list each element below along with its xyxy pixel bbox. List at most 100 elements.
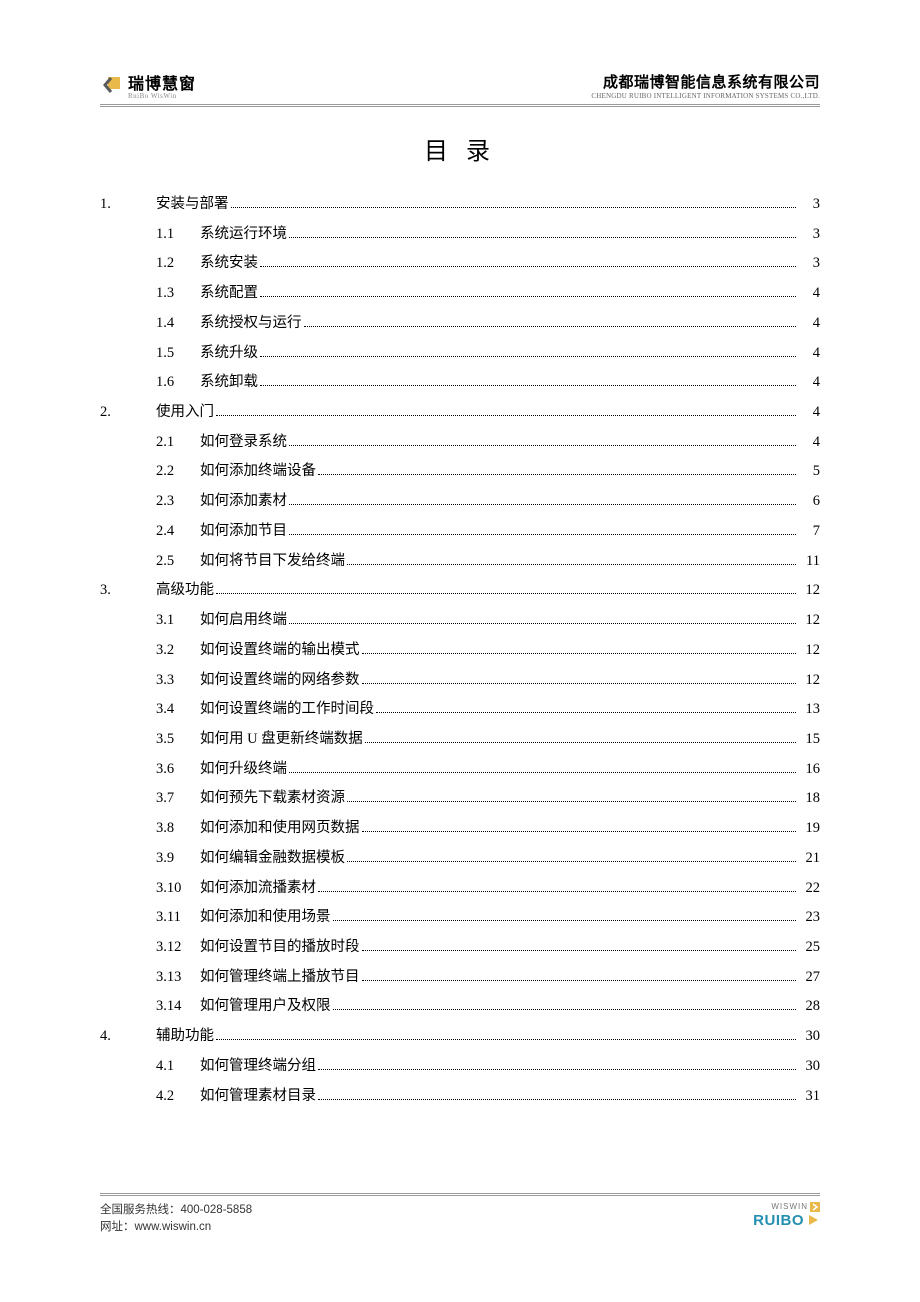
toc-entry[interactable]: 3.11如何添加和使用场景23 [100,903,820,933]
toc-num: 1.1 [156,220,200,250]
toc-entry[interactable]: 1.3系统配置4 [100,279,820,309]
toc-page: 12 [798,576,820,606]
toc-entry[interactable]: 3.8如何添加和使用网页数据19 [100,814,820,844]
footer-logo-top: WISWIN [771,1202,808,1211]
toc-label: 高级功能 [156,576,214,606]
toc-leader [231,195,797,208]
toc-entry[interactable]: 3.10如何添加流播素材22 [100,874,820,904]
toc-num: 2. [100,398,134,428]
toc-num: 4.2 [156,1082,200,1112]
toc-entry[interactable]: 2.3如何添加素材6 [100,487,820,517]
toc-label: 如何升级终端 [200,755,287,785]
toc-entry[interactable]: 1.5系统升级4 [100,339,820,369]
toc-num: 2.5 [156,547,200,577]
toc-label: 如何管理终端上播放节目 [200,963,360,993]
toc-leader [289,611,796,624]
toc-page: 11 [798,547,820,577]
page-title: 目 录 [100,131,820,166]
footer-logo-main: RUIBO [753,1212,820,1229]
toc-entry[interactable]: 4.1如何管理终端分组30 [100,1052,820,1082]
toc-entry[interactable]: 3.1如何启用终端12 [100,606,820,636]
toc-entry[interactable]: 3.7如何预先下载素材资源18 [100,784,820,814]
toc-num: 3.8 [156,814,200,844]
toc-page: 12 [798,606,820,636]
toc-leader [362,819,797,832]
toc-num: 1.6 [156,368,200,398]
toc-num: 3.13 [156,963,200,993]
toc-label: 使用入门 [156,398,214,428]
toc-label: 如何管理素材目录 [200,1082,316,1112]
toc-entry[interactable]: 3.2如何设置终端的输出模式12 [100,636,820,666]
toc-num: 2.4 [156,517,200,547]
toc-label: 系统升级 [200,339,258,369]
footer-contact: 全国服务热线：400-028-5858 网址：www.wiswin.cn [100,1202,252,1237]
toc-leader [304,314,797,327]
header-logo-text: 瑞博慧窗 RuiBo WisWin [128,70,196,100]
toc-num: 3.1 [156,606,200,636]
toc-leader [362,968,797,981]
toc-label: 如何设置终端的网络参数 [200,666,360,696]
toc-page: 23 [798,903,820,933]
toc-entry[interactable]: 1.安装与部署3 [100,190,820,220]
toc-leader [289,492,796,505]
toc-leader [347,552,796,565]
toc-entry[interactable]: 1.2系统安装3 [100,249,820,279]
toc-page: 16 [798,755,820,785]
toc-num: 3. [100,576,134,606]
toc-entry[interactable]: 1.4系统授权与运行4 [100,309,820,339]
toc-label: 如何添加流播素材 [200,874,316,904]
toc-entry[interactable]: 2. 使用入门 4 [100,398,820,428]
toc-entry[interactable]: 2.2如何添加终端设备5 [100,457,820,487]
toc-leader [333,997,797,1010]
page-footer: 全国服务热线：400-028-5858 网址：www.wiswin.cn WIS… [100,1193,820,1237]
toc-num: 4. [100,1022,134,1052]
toc-page: 30 [798,1022,820,1052]
toc-num: 1.3 [156,279,200,309]
toc-leader [216,581,796,594]
toc-entry[interactable]: 2.4如何添加节目7 [100,517,820,547]
page-header: 瑞博慧窗 RuiBo WisWin 成都瑞博智能信息系统有限公司 CHENGDU… [100,70,820,107]
toc-page: 22 [798,874,820,904]
toc-page: 3 [798,220,820,250]
url-value: www.wiswin.cn [135,1221,212,1233]
toc-num: 1.2 [156,249,200,279]
toc-leader [318,1087,796,1100]
toc-entry[interactable]: 3.6如何升级终端 16 [100,755,820,785]
toc-num: 3.6 [156,755,200,785]
toc-label: 如何添加素材 [200,487,287,517]
toc-page: 4 [798,368,820,398]
toc-entry[interactable]: 1.1系统运行环境3 [100,220,820,250]
toc-leader [260,254,796,267]
toc-label: 如何添加和使用网页数据 [200,814,360,844]
toc-entry[interactable]: 3. 高级功能 12 [100,576,820,606]
toc-entry[interactable]: 2.5如何将节目下发给终端11 [100,547,820,577]
toc-page: 18 [798,784,820,814]
toc-label: 如何预先下载素材资源 [200,784,345,814]
hotline-value: 400-028-5858 [181,1204,253,1216]
toc-page: 31 [798,1082,820,1112]
toc-label: 如何添加节目 [200,517,287,547]
toc-label: 如何设置节目的播放时段 [200,933,360,963]
toc-label: 如何用 U 盘更新终端数据 [200,725,363,755]
toc-entry[interactable]: 3.4如何设置终端的工作时间段13 [100,695,820,725]
hotline-label: 全国服务热线： [100,1204,181,1216]
toc-entry[interactable]: 3.3如何设置终端的网络参数12 [100,666,820,696]
toc-entry[interactable]: 3.14如何管理用户及权限28 [100,992,820,1022]
toc-entry[interactable]: 4.2如何管理素材目录 31 [100,1082,820,1112]
toc-page: 4 [798,398,820,428]
toc-leader [318,1057,796,1070]
toc-entry[interactable]: 1.6系统卸载4 [100,368,820,398]
footer-mark-icon [810,1202,820,1212]
toc-entry[interactable]: 3.12如何设置节目的播放时段25 [100,933,820,963]
toc-entry[interactable]: 2.1如何登录系统4 [100,428,820,458]
toc-leader [260,344,796,357]
toc-entry[interactable]: 3.9如何编辑金融数据模板21 [100,844,820,874]
toc-page: 5 [798,457,820,487]
toc-page: 30 [798,1052,820,1082]
footer-logo: WISWIN RUIBO [753,1202,820,1229]
toc-label: 如何管理终端分组 [200,1052,316,1082]
toc-entry[interactable]: 4.辅助功能30 [100,1022,820,1052]
toc-entry[interactable]: 3.5如何用 U 盘更新终端数据15 [100,725,820,755]
toc-num: 3.14 [156,992,200,1022]
toc-entry[interactable]: 3.13如何管理终端上播放节目27 [100,963,820,993]
